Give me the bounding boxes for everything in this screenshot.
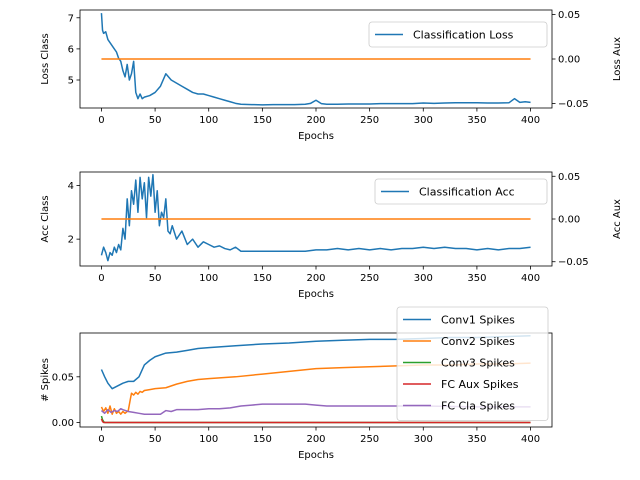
loss-chart-panel: 0 50 100 150 200 250 300 350 400 Epochs 5 6 7 Loss Cl…: [40, 9, 623, 142]
x-axis-label: Epochs: [298, 131, 334, 142]
y-axis-label: Acc Class: [40, 195, 51, 242]
legend-box: [374, 178, 548, 205]
acc-chart-panel: 0 50 100 150 200 250 300 350 400 Epochs 2 4 Acc Clas…: [40, 171, 623, 300]
legend-entry-label: Conv1 Spikes: [441, 314, 515, 327]
x-tick-label: 350: [467, 434, 486, 445]
x-tick-label: 50: [149, 434, 162, 445]
y-right-tick-label: 0.05: [558, 10, 580, 21]
x-tick-label: 250: [360, 115, 379, 126]
x-axis-label: Epochs: [298, 289, 334, 300]
y-tick-label: 4: [68, 181, 74, 192]
x-tick-label: 100: [199, 273, 218, 284]
x-tick-label: 0: [98, 115, 104, 126]
x-tick-label: 200: [306, 115, 325, 126]
x-tick-label: 250: [360, 434, 379, 445]
x-tick-label: 150: [253, 115, 272, 126]
x-tick-label: 400: [521, 115, 540, 126]
y-right-tick-label: −0.05: [558, 99, 589, 110]
series-line-fc-aux-spikes: [100, 418, 531, 424]
x-tick-label: 0: [98, 273, 104, 284]
y-tick-label: 0.05: [52, 372, 74, 383]
x-axis-label: Epochs: [298, 450, 334, 461]
x-tick-label: 250: [360, 273, 379, 284]
x-tick-label: 350: [467, 115, 486, 126]
spikes-chart-panel: 0 50 100 150 200 250 300 350 400 Epochs 0.00 0.05# …: [40, 306, 553, 461]
x-tick-label: 50: [149, 115, 162, 126]
legend-entry-label: Conv3 Spikes: [441, 357, 515, 370]
x-tick-label: 200: [306, 273, 325, 284]
x-tick-label: 400: [521, 434, 540, 445]
x-tick-label: 200: [306, 434, 325, 445]
y-right-tick-label: 0.05: [558, 172, 580, 183]
y-tick-label: 0.00: [52, 418, 74, 429]
legend-entry-label: FC Cla Spikes: [441, 400, 515, 413]
x-tick-label: 400: [521, 273, 540, 284]
series-line-fc-cla-spikes: [100, 403, 531, 415]
legend-entry-label: Conv2 Spikes: [441, 335, 515, 348]
x-tick-label: 150: [253, 273, 272, 284]
y-right-axis-label: Acc Aux: [612, 199, 623, 239]
series-line-classification-acc: [100, 173, 531, 262]
y-right-tick-label: −0.05: [558, 257, 589, 268]
x-tick-label: 100: [199, 434, 218, 445]
y-tick-label: 6: [68, 44, 74, 55]
legend-entry-label: Classification Loss: [413, 29, 514, 42]
series-line-classification-loss: [100, 13, 531, 106]
y-right-tick-label: 0.00: [558, 215, 580, 226]
y-axis-label: # Spikes: [40, 358, 51, 402]
x-tick-label: 100: [199, 115, 218, 126]
x-tick-label: 300: [414, 434, 433, 445]
y-tick-label: 7: [68, 13, 74, 24]
y-axis-label: Loss Class: [40, 33, 51, 84]
x-tick-label: 50: [149, 273, 162, 284]
x-tick-label: 0: [98, 434, 104, 445]
x-tick-label: 150: [253, 434, 272, 445]
legend-box: [368, 21, 548, 48]
y-tick-label: 5: [68, 76, 74, 87]
legend-entry-label: FC Aux Spikes: [441, 378, 519, 391]
y-tick-label: 2: [68, 235, 74, 246]
legend-box: [396, 306, 549, 421]
x-tick-label: 300: [414, 273, 433, 284]
y-right-axis-label: Loss Aux: [612, 37, 623, 81]
x-tick-label: 350: [467, 273, 486, 284]
y-right-tick-label: 0.00: [558, 55, 580, 66]
x-tick-label: 300: [414, 115, 433, 126]
legend-entry-label: Classification Acc: [419, 186, 515, 199]
